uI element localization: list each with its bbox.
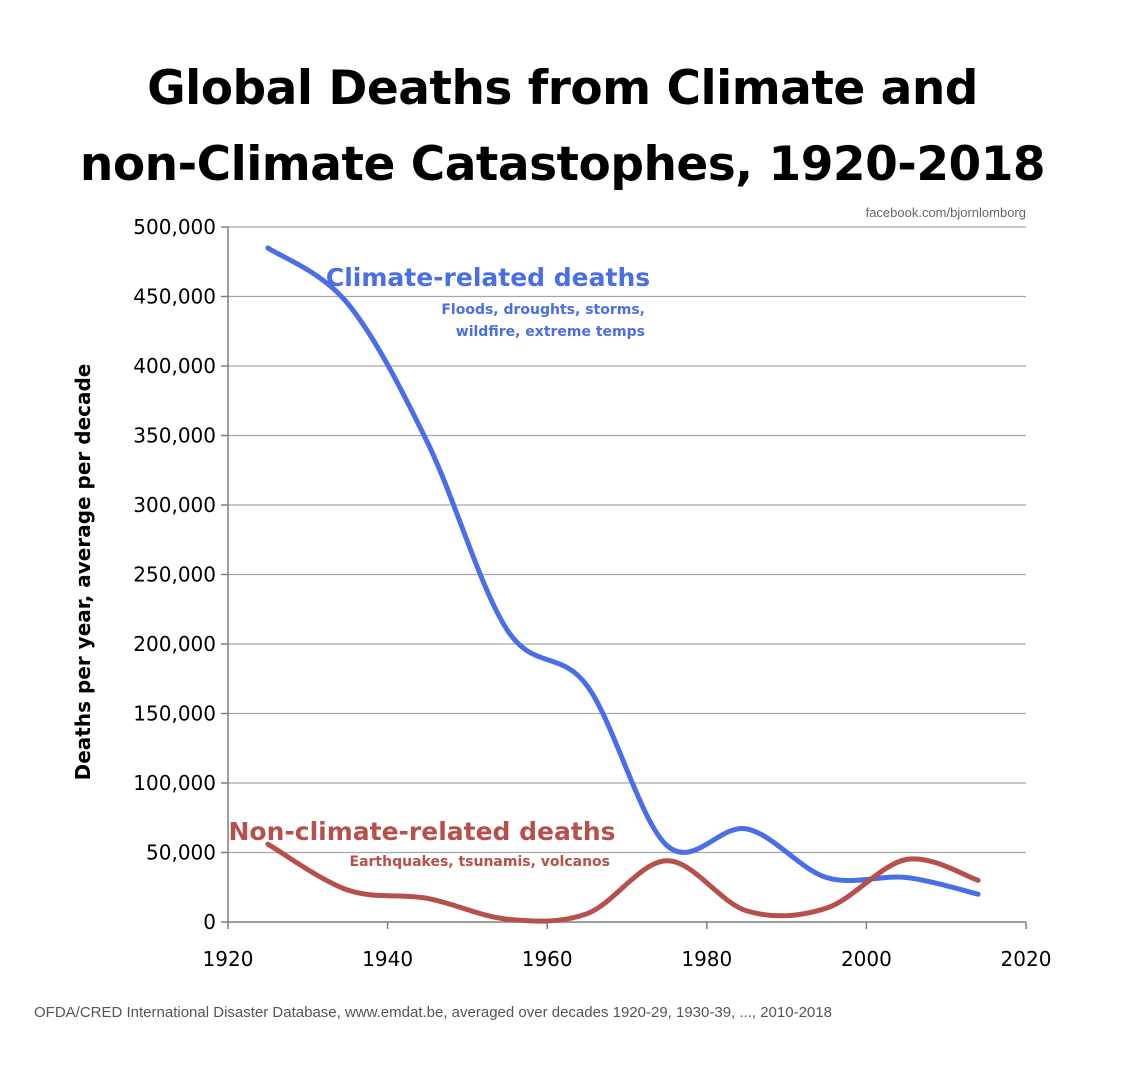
climate-series-label: Climate-related deaths xyxy=(326,263,650,292)
climate-series-subtitle-2: wildfire, extreme temps xyxy=(456,324,645,340)
y-tick-label: 500,000 xyxy=(133,215,216,239)
y-axis-label: Deaths per year, average per decade xyxy=(71,364,95,781)
y-tick-label: 350,000 xyxy=(133,424,216,448)
y-tick-label: 450,000 xyxy=(133,285,216,309)
x-tick-label: 2020 xyxy=(1001,947,1052,971)
x-tick-label: 1960 xyxy=(522,947,573,971)
non-climate-series-label: Non-climate-related deaths xyxy=(228,817,615,846)
y-tick-label: 200,000 xyxy=(133,632,216,656)
x-tick-label: 2000 xyxy=(841,947,892,971)
x-tick-label: 1940 xyxy=(362,947,413,971)
y-tick-label: 250,000 xyxy=(133,563,216,587)
x-tick-label: 1920 xyxy=(203,947,254,971)
credit-label: facebook.com/bjornlomborg xyxy=(866,205,1026,220)
y-tick-labels: 0 50,000 100,000 150,000 200,000 250,000 300,0… xyxy=(133,215,216,934)
non-climate-deaths-line xyxy=(265,841,981,924)
axes xyxy=(221,226,1027,929)
y-tick-label: 300,000 xyxy=(133,493,216,517)
chart-title-line2: non-Climate Catastophes, 1920-2018 xyxy=(79,137,1046,192)
grid-lines xyxy=(228,226,1026,854)
chart-title-line1: Global Deaths from Climate and xyxy=(147,61,978,116)
climate-deaths-line xyxy=(265,245,981,897)
x-tick-labels: 1920 1940 1960 1980 2000 2020 xyxy=(203,947,1052,971)
y-tick-label: 150,000 xyxy=(133,702,216,726)
series-lines xyxy=(265,245,981,924)
climate-series-subtitle-1: Floods, droughts, storms, xyxy=(441,302,645,318)
y-tick-label: 400,000 xyxy=(133,354,216,378)
non-climate-series-subtitle: Earthquakes, tsunamis, volcanos xyxy=(350,854,611,870)
source-note: OFDA/CRED International Disaster Databas… xyxy=(34,1004,832,1021)
y-tick-label: 0 xyxy=(203,910,216,934)
x-tick-label: 1980 xyxy=(681,947,732,971)
y-tick-label: 50,000 xyxy=(146,841,216,865)
y-tick-label: 100,000 xyxy=(133,771,216,795)
